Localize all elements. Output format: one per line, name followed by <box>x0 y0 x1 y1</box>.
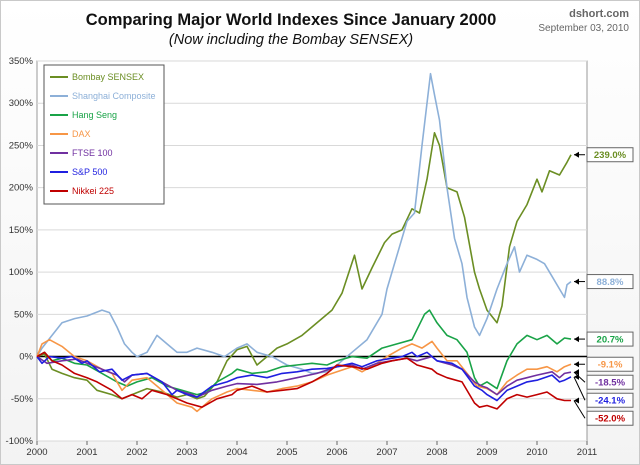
end-value-label: 20.7% <box>597 335 624 346</box>
y-tick-label: 250% <box>9 140 34 151</box>
series-line <box>36 132 572 400</box>
end-label-box <box>586 147 634 163</box>
x-tick-label: 2002 <box>126 447 147 458</box>
series-line <box>36 72 572 375</box>
source-label: dshort.com <box>569 8 629 20</box>
y-tick-label: 350% <box>9 56 34 67</box>
x-tick-label: 2004 <box>226 447 247 458</box>
end-label-box <box>586 331 634 347</box>
legend-item: Bombay SENSEX <box>72 72 144 82</box>
end-arrow-head <box>574 361 579 368</box>
y-tick-label: -100% <box>6 436 34 447</box>
series-line <box>36 351 571 410</box>
chart-title: Comparing Major World Indexes Since Janu… <box>85 11 497 29</box>
legend-item: S&P 500 <box>72 167 107 177</box>
end-arrow <box>573 400 586 419</box>
legend-item: Shanghai Composite <box>72 91 156 101</box>
end-label-box <box>586 392 634 408</box>
y-tick-label: 0% <box>19 352 33 363</box>
end-value-label: -9.1% <box>598 360 623 371</box>
chart-subtitle: (Now including the Bombay SENSEX) <box>168 32 414 48</box>
x-tick-label: 2011 <box>577 447 597 458</box>
x-tick-label: 2009 <box>476 447 497 458</box>
legend-item: FTSE 100 <box>72 148 113 158</box>
end-label-box <box>586 374 634 390</box>
y-tick-label: 50% <box>14 309 34 320</box>
series-line <box>36 351 572 402</box>
end-arrow-head <box>574 336 579 343</box>
x-tick-label: 2003 <box>176 447 197 458</box>
end-value-label: -18.5% <box>595 378 626 389</box>
x-tick-label: 2005 <box>276 447 297 458</box>
legend-item: Nikkei 225 <box>72 186 114 196</box>
x-tick-label: 2000 <box>26 447 47 458</box>
end-value-label: 88.8% <box>597 277 624 288</box>
x-tick-label: 2008 <box>426 447 447 458</box>
end-arrow-head <box>574 397 579 404</box>
end-label-box <box>586 356 634 372</box>
end-arrow-head <box>574 373 579 380</box>
y-tick-label: 300% <box>9 98 34 109</box>
x-tick-label: 2007 <box>376 447 397 458</box>
end-arrow-head <box>574 278 579 285</box>
series-line <box>36 309 572 396</box>
end-arrow <box>573 376 586 401</box>
x-tick-label: 2010 <box>526 447 547 458</box>
y-tick-label: 100% <box>9 267 34 278</box>
end-arrow-head <box>574 369 579 376</box>
x-tick-label: 2006 <box>326 447 347 458</box>
legend-item: Hang Seng <box>72 110 117 120</box>
date-label: September 03, 2010 <box>538 23 629 34</box>
y-tick-label: 200% <box>9 183 34 194</box>
end-label-box <box>586 410 634 426</box>
end-arrow <box>573 371 586 383</box>
end-arrow-head <box>574 151 579 158</box>
y-tick-label: -50% <box>11 394 34 405</box>
x-tick-label: 2001 <box>76 447 97 458</box>
end-label-box <box>586 274 634 290</box>
legend-item: DAX <box>72 129 91 139</box>
end-value-label: 239.0% <box>594 150 627 161</box>
end-value-label: -52.0% <box>595 414 626 425</box>
y-tick-label: 150% <box>9 225 34 236</box>
end-value-label: -24.1% <box>595 396 626 407</box>
